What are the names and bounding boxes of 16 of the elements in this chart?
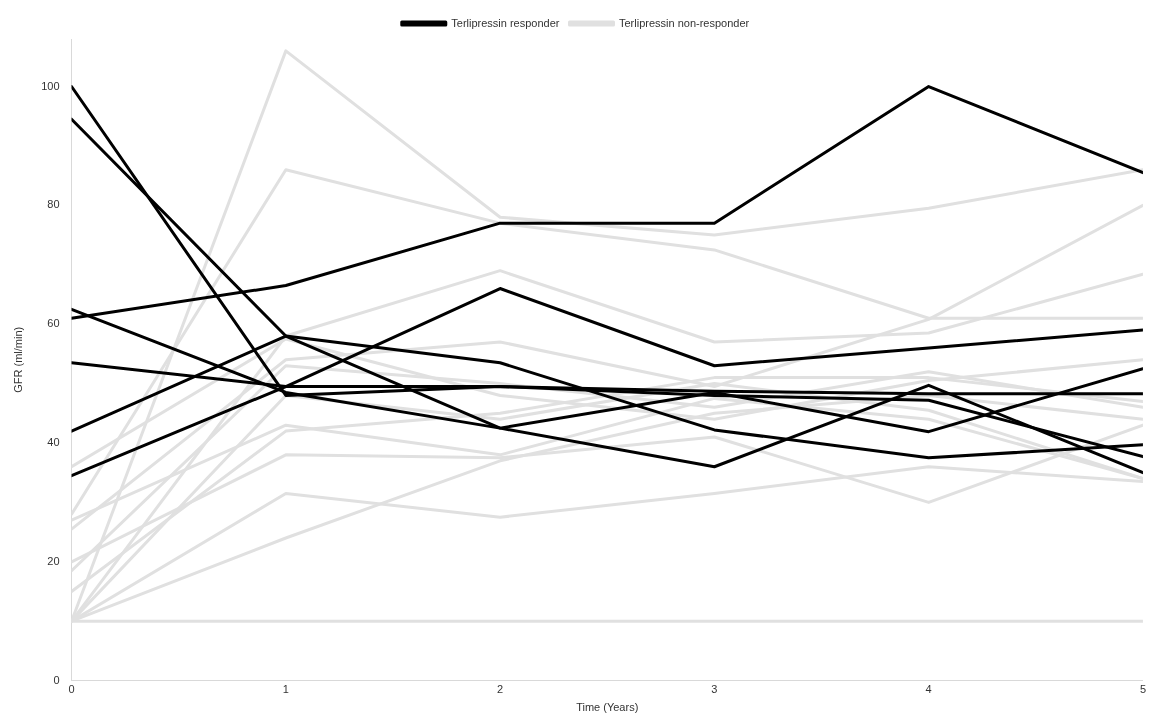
x-tick-label: 0 <box>68 683 75 696</box>
y-tick-label: 80 <box>47 198 60 211</box>
y-tick-label: 0 <box>53 673 60 686</box>
x-tick-label: 3 <box>711 683 718 696</box>
x-axis-title: Time (Years) <box>576 701 639 714</box>
y-tick-label: 100 <box>41 79 60 92</box>
legend-label: Terlipressin responder <box>451 16 560 29</box>
y-tick-label: 20 <box>47 554 60 567</box>
y-axis-title: GFR (ml/min) <box>11 326 24 393</box>
x-tick-label: 2 <box>497 683 504 696</box>
x-tick-label: 1 <box>282 683 289 696</box>
legend-label: Terlipressin non-responder <box>618 16 750 29</box>
x-tick-label: 4 <box>925 683 932 696</box>
y-tick-label: 60 <box>47 317 60 330</box>
y-tick-label: 40 <box>47 436 60 448</box>
x-tick-label: 5 <box>1139 683 1146 696</box>
